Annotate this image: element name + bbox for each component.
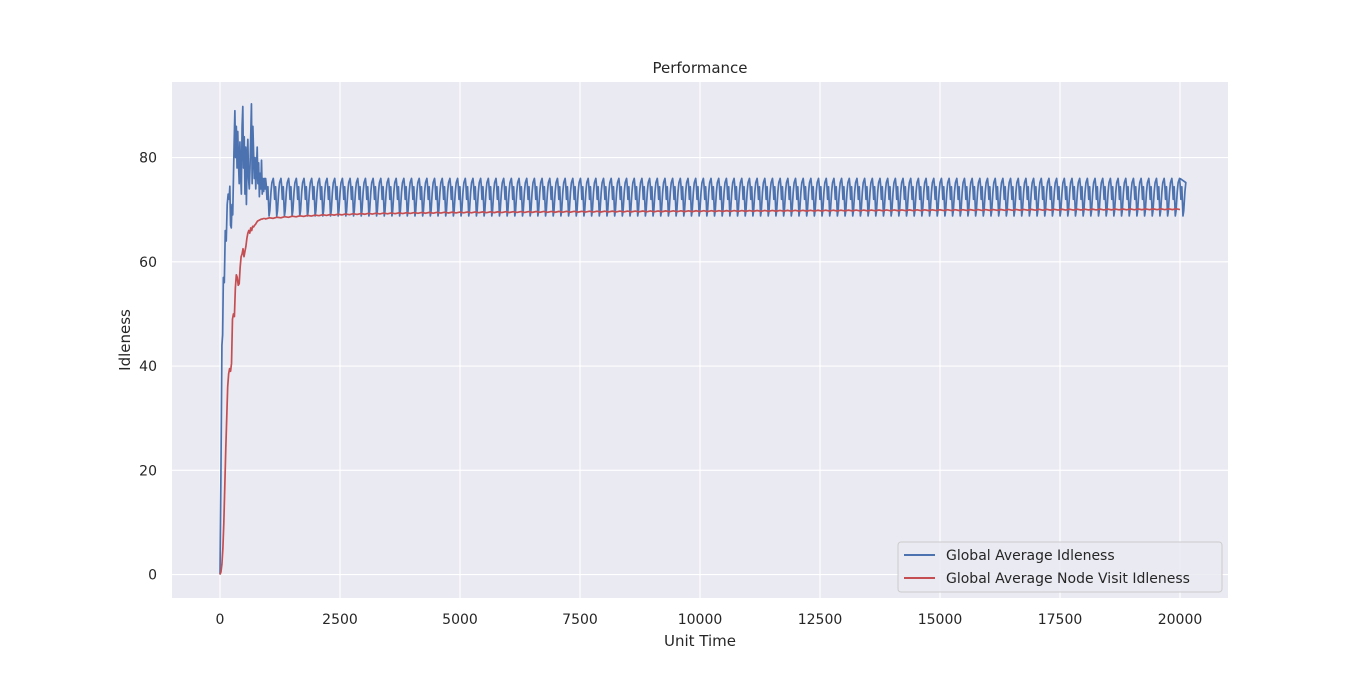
y-tick-label: 40 [139, 359, 157, 375]
x-tick-label: 17500 [1038, 612, 1083, 628]
y-axis-label: Idleness [116, 309, 134, 371]
x-tick-label: 7500 [562, 612, 598, 628]
y-tick-label: 20 [139, 463, 157, 479]
x-tick-label: 2500 [322, 612, 358, 628]
x-axis-label: Unit Time [664, 632, 736, 650]
legend: Global Average Idleness Global Average N… [897, 541, 1223, 593]
x-tick-label: 20000 [1158, 612, 1203, 628]
x-tick-label: 12500 [798, 612, 843, 628]
chart-title: Performance [652, 59, 747, 77]
tick-labels: 0 2500 5000 7500 10000 12500 15000 17500 20000 0 2… [139, 151, 1202, 628]
x-tick-label: 5000 [442, 612, 478, 628]
x-tick-label: 10000 [678, 612, 723, 628]
series-line-global-average-idleness [219, 103, 1187, 575]
series-line-global-average-node-visit-idleness [219, 207, 1181, 575]
y-tick-label: 80 [139, 151, 157, 167]
legend-box [897, 541, 1223, 593]
legend-label-global-average-node-visit-idleness: Global Average Node Visit Idleness [946, 571, 1190, 587]
legend-label-global-average-idleness: Global Average Idleness [946, 548, 1115, 564]
x-tick-label: 15000 [918, 612, 963, 628]
series-lines [219, 103, 1187, 575]
y-tick-label: 0 [148, 568, 157, 584]
y-tick-label: 60 [139, 255, 157, 271]
x-tick-label: 0 [216, 612, 225, 628]
